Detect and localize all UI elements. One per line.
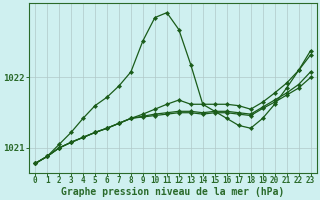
X-axis label: Graphe pression niveau de la mer (hPa): Graphe pression niveau de la mer (hPa) [61,186,284,197]
